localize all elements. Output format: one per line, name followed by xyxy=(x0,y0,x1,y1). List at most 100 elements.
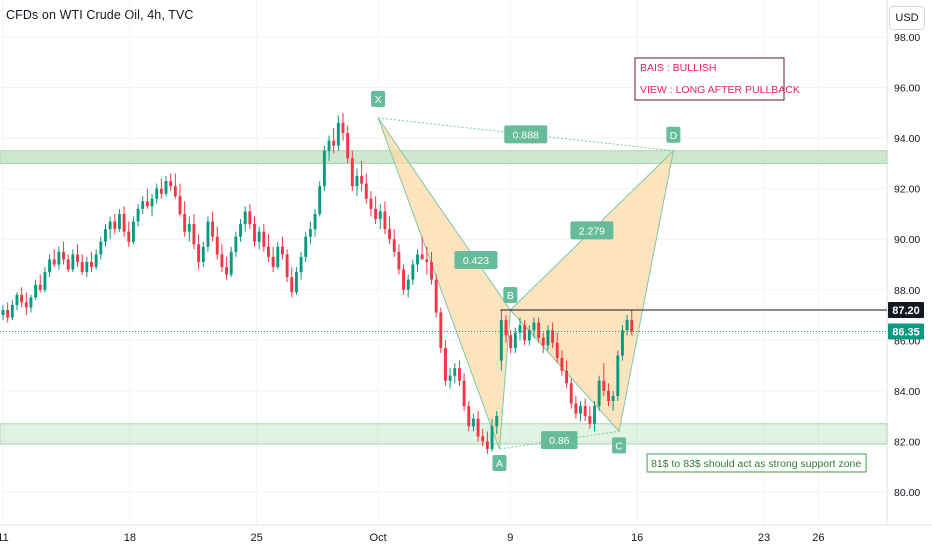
candle-body xyxy=(621,330,624,356)
chart-title: CFDs on WTI Crude Oil, 4h, TVC xyxy=(6,8,194,22)
candle-body xyxy=(467,406,471,427)
ratio-label-bg xyxy=(570,221,614,240)
candle-body xyxy=(453,368,457,376)
support-note-box xyxy=(646,453,867,473)
candle-body xyxy=(267,246,270,257)
candle-body xyxy=(34,284,38,298)
candle xyxy=(611,390,615,412)
time-axis[interactable]: 11 18 25 Oct 9 16 23 26 xyxy=(0,532,825,544)
candle-body xyxy=(285,254,289,278)
candle xyxy=(327,135,331,161)
ratio-label-bg xyxy=(541,431,578,450)
bias-note: BAIS : BULLISH VIEW : LONG AFTER PULLBACK xyxy=(634,57,800,101)
candle xyxy=(197,234,201,270)
pattern-annotations: X A B C D 0.888 0.423 2.279 0.86 BAIS : BULLISH VI… xyxy=(0,57,887,473)
candle xyxy=(588,406,592,429)
price-axis[interactable]: 80.0082.0084.0086.0088.0090.0092.0094.00… xyxy=(888,32,924,499)
candle-body xyxy=(355,176,359,187)
candle-body xyxy=(220,254,224,268)
candle xyxy=(43,267,47,293)
candle xyxy=(388,216,392,245)
candle xyxy=(350,150,354,192)
candle-body xyxy=(187,224,191,232)
candle-body xyxy=(565,370,569,384)
candle-body xyxy=(495,416,499,427)
candle-body xyxy=(416,254,419,265)
candle-body xyxy=(155,188,159,199)
candle xyxy=(481,428,485,447)
candle xyxy=(448,368,452,389)
x-tick-label: 9 xyxy=(507,532,513,544)
candle-body xyxy=(611,395,615,401)
candle-body xyxy=(439,312,443,348)
candle xyxy=(397,244,401,275)
candle-body xyxy=(281,246,284,255)
candle-body xyxy=(15,294,19,305)
y-tick-label: 84.00 xyxy=(894,386,920,398)
candle xyxy=(513,327,517,353)
candle-body xyxy=(38,284,42,290)
candle-body xyxy=(537,322,541,338)
candle-body xyxy=(630,320,634,332)
candle xyxy=(267,234,270,262)
candle xyxy=(10,299,14,321)
candle xyxy=(248,203,252,230)
candle xyxy=(290,267,294,298)
candle-body xyxy=(625,320,629,331)
candle-body xyxy=(448,375,452,381)
point-label-text: X xyxy=(375,94,382,106)
candle xyxy=(220,244,224,273)
candle xyxy=(430,251,433,285)
candle-body xyxy=(350,158,354,187)
candle-body xyxy=(239,224,242,237)
y-tick-label: 80.00 xyxy=(894,487,920,499)
candle xyxy=(406,274,410,298)
candle-body xyxy=(141,201,145,209)
candle-body xyxy=(127,231,131,242)
candle-body xyxy=(66,259,70,270)
candle xyxy=(76,244,79,268)
candle-body xyxy=(476,418,480,437)
point-label-b: B xyxy=(503,287,518,303)
grid-lines xyxy=(0,0,932,526)
candle-body xyxy=(313,213,317,230)
candle-body xyxy=(150,198,154,207)
candle xyxy=(6,302,10,323)
candle xyxy=(145,188,149,209)
candle-body xyxy=(509,335,513,348)
candle xyxy=(416,249,419,273)
candle-body xyxy=(108,221,112,230)
candle xyxy=(467,401,471,432)
candle-body xyxy=(374,208,378,219)
ratio-bd: 2.279 xyxy=(570,221,614,240)
candle xyxy=(276,241,280,270)
candle-body xyxy=(574,403,578,414)
candle xyxy=(257,226,261,250)
candle xyxy=(364,173,368,204)
candle xyxy=(360,160,364,192)
candle xyxy=(173,173,177,199)
candle-body xyxy=(346,133,350,159)
candle xyxy=(57,246,61,270)
candle xyxy=(616,350,620,401)
candle-body xyxy=(532,322,536,331)
candle-body xyxy=(551,330,555,343)
price-tag-bg xyxy=(888,302,924,318)
currency-button[interactable]: USD xyxy=(889,6,925,30)
candle xyxy=(555,332,559,364)
candle xyxy=(593,401,596,432)
candle-body xyxy=(597,380,601,407)
candle xyxy=(85,256,89,278)
candle xyxy=(607,383,610,407)
candle xyxy=(52,249,56,268)
resistance-zone xyxy=(0,150,888,164)
candle-body xyxy=(234,236,238,252)
candle-body xyxy=(229,251,233,275)
candle-body xyxy=(122,213,126,232)
candle-body xyxy=(504,320,508,336)
point-label-bg xyxy=(612,437,627,454)
candle xyxy=(444,340,447,386)
candle-body xyxy=(593,406,596,424)
candle xyxy=(229,246,233,278)
